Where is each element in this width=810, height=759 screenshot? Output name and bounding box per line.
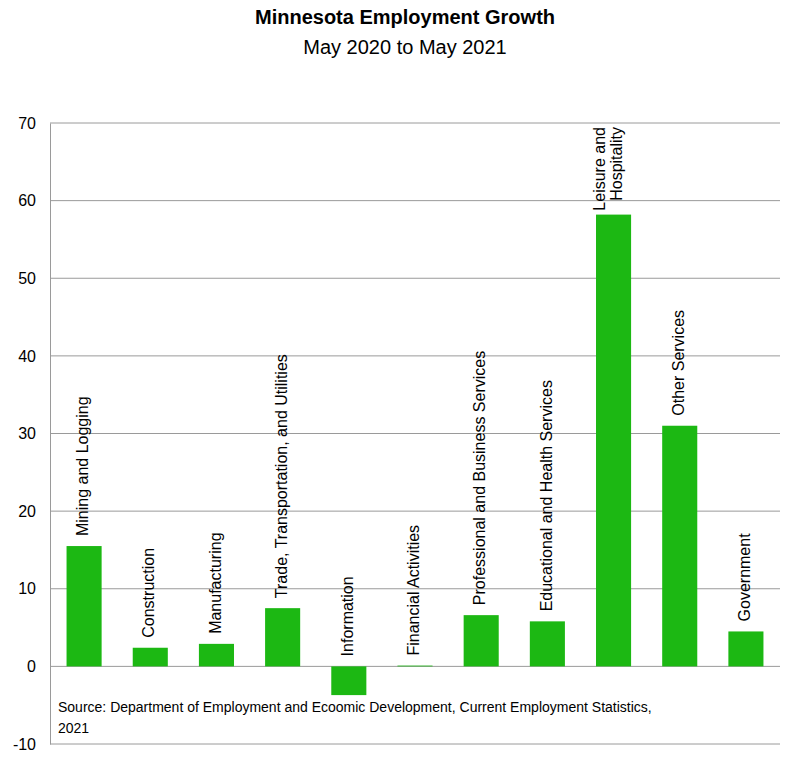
subtitle: May 2020 to May 2021	[303, 36, 506, 58]
source-line: 2021	[58, 720, 89, 736]
category-label-line: Leisure and	[591, 127, 608, 211]
y-tick: 20	[18, 503, 50, 520]
bar	[596, 215, 631, 667]
category-label: Mining and Logging	[74, 396, 91, 536]
y-tick-label: 40	[18, 347, 36, 364]
y-tick: 70	[18, 115, 50, 132]
category-label-group: Educational and Health Services	[538, 380, 555, 611]
bar	[67, 546, 102, 666]
grid-line	[50, 744, 780, 745]
y-tick-label: -10	[13, 736, 36, 753]
y-tick: 0	[27, 658, 50, 675]
bar	[133, 648, 168, 667]
y-tick: 60	[18, 192, 50, 209]
y-tick-label: 60	[18, 192, 36, 209]
category-label: Government	[736, 533, 753, 622]
category-label: Trade, Transportation, and Utilities	[273, 354, 290, 598]
category-label: Manufacturing	[207, 532, 224, 633]
category-label: Other Services	[670, 310, 687, 416]
y-tick: 30	[18, 425, 50, 442]
y-tick-label: 10	[18, 580, 36, 597]
y-tick-label: 50	[18, 270, 36, 287]
y-tick: 40	[18, 347, 50, 364]
bar	[464, 615, 499, 666]
bar	[728, 631, 763, 666]
chart: Minnesota Employment Growth May 2020 to M…	[0, 0, 810, 759]
category-label-line: Hospitality	[608, 127, 625, 201]
bars	[67, 215, 764, 695]
grid-line	[50, 200, 780, 201]
grid-line	[50, 278, 780, 279]
bar	[397, 665, 432, 667]
category-label-group: Financial Activities	[405, 525, 422, 656]
bar	[662, 426, 697, 667]
grid	[50, 123, 780, 744]
category-label-group: Other Services	[670, 310, 687, 416]
category-label-group: Construction	[140, 548, 157, 638]
y-tick-label: 70	[18, 115, 36, 132]
y-tick: -10	[13, 736, 50, 753]
bar	[199, 644, 234, 667]
category-label: Information	[339, 576, 356, 656]
bar	[265, 608, 300, 666]
category-label-group: Mining and Logging	[74, 396, 91, 536]
category-label: Leisure andHospitality	[591, 127, 626, 211]
y-tick-label: 0	[27, 658, 36, 675]
y-tick: 50	[18, 270, 50, 287]
category-label: Educational and Health Services	[538, 380, 555, 611]
category-label: Construction	[140, 548, 157, 638]
grid-line	[50, 123, 780, 124]
source-note: Source: Department of Employment and Eco…	[58, 699, 652, 736]
y-tick-label: 20	[18, 503, 36, 520]
category-label-group: Government	[736, 533, 753, 622]
title: Minnesota Employment Growth	[255, 6, 555, 28]
category-label-group: Professional and Business Services	[471, 351, 488, 605]
y-tick-label: 30	[18, 425, 36, 442]
category-label: Professional and Business Services	[471, 351, 488, 605]
category-label-group: Information	[339, 576, 356, 656]
y-axis-line	[50, 124, 51, 745]
y-tick: 10	[18, 580, 50, 597]
category-label-group: Leisure andHospitality	[591, 127, 626, 211]
y-axis: -10 0 10 20 30 40 50 60 70	[13, 115, 51, 753]
category-label: Financial Activities	[405, 525, 422, 656]
source-line: Source: Department of Employment and Eco…	[58, 699, 652, 715]
category-labels: Mining and Logging Construction Manufactur…	[74, 127, 753, 656]
bar	[530, 621, 565, 666]
category-label-group: Manufacturing	[207, 532, 224, 633]
category-label-group: Trade, Transportation, and Utilities	[273, 354, 290, 598]
bar	[331, 666, 366, 695]
